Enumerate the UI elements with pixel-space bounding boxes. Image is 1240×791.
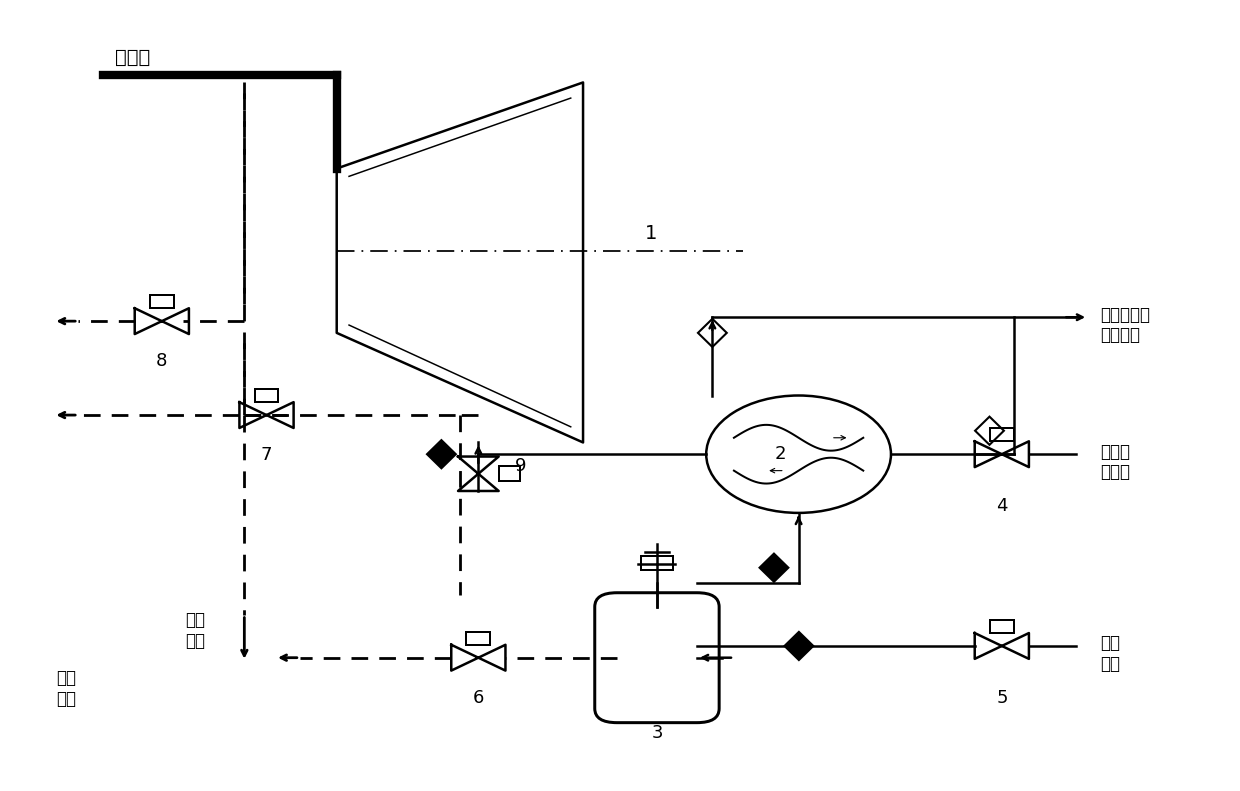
Polygon shape — [760, 554, 789, 581]
Text: 5: 5 — [996, 689, 1008, 707]
Text: 3: 3 — [651, 725, 662, 742]
Polygon shape — [785, 632, 813, 660]
Text: 7: 7 — [260, 446, 273, 464]
Text: 至邻机下一
级加热器: 至邻机下一 级加热器 — [1100, 305, 1151, 344]
Text: 9: 9 — [516, 457, 527, 475]
Text: 至凝
汽器: 至凝 汽器 — [185, 611, 205, 650]
Text: 4: 4 — [996, 498, 1008, 515]
Text: 8: 8 — [156, 353, 167, 370]
Text: 至凝
汽器: 至凝 汽器 — [56, 669, 76, 708]
Text: 本机辅
助蜗汽: 本机辅 助蜗汽 — [1100, 443, 1131, 482]
Text: 6: 6 — [472, 689, 484, 707]
Text: 1: 1 — [645, 224, 657, 243]
Text: 导汽管: 导汽管 — [115, 47, 150, 66]
Text: 2: 2 — [774, 445, 786, 464]
Text: 邻机
来汽: 邻机 来汽 — [1100, 634, 1121, 673]
Polygon shape — [427, 440, 456, 468]
